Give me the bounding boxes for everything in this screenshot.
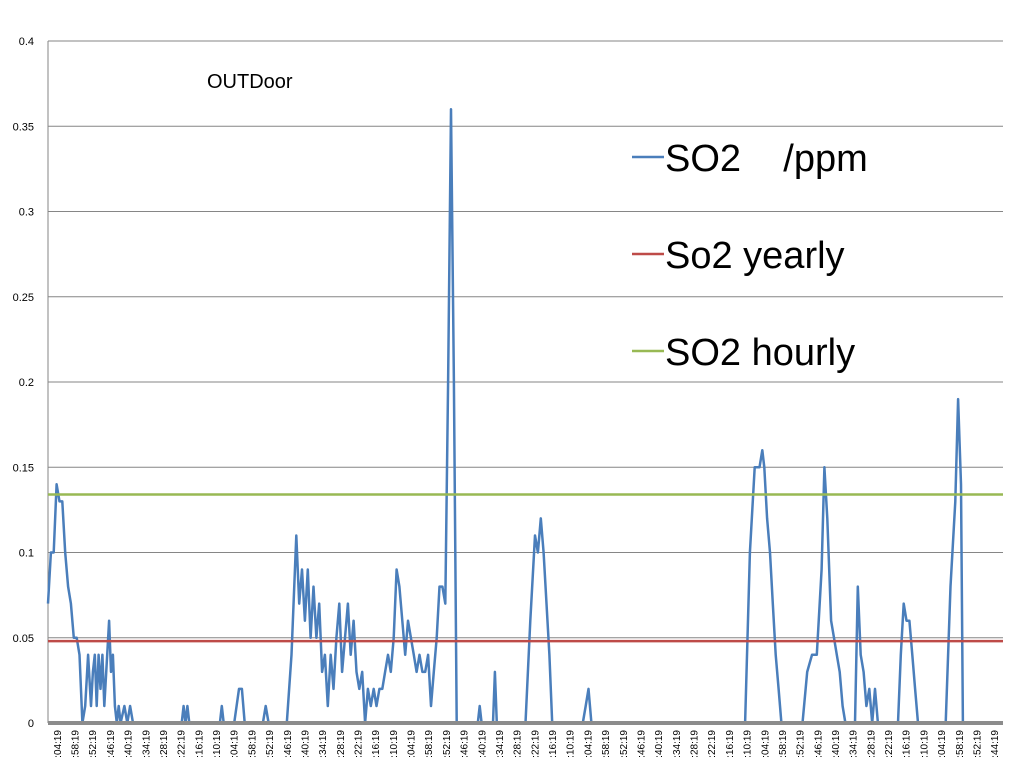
x-tick-label: :16:19: [548, 730, 559, 758]
x-tick-label: :58:19: [247, 730, 258, 758]
x-tick-label: :22:19: [884, 730, 895, 758]
x-tick-label: :16:19: [194, 730, 205, 758]
x-tick-label: :28:19: [159, 730, 170, 758]
series-line-so2-ppm: [46, 107, 1003, 725]
x-tick-label: :10:19: [919, 730, 930, 758]
x-tick-label: :28:19: [513, 730, 524, 758]
x-tick-label: :04:19: [407, 730, 418, 758]
x-tick-label: :34:19: [318, 730, 329, 758]
legend-label: SO2 /ppm: [665, 138, 868, 180]
chart-annotation: OUTDoor: [207, 71, 293, 93]
x-tick-label: :16:19: [725, 730, 736, 758]
x-tick-label: :40:19: [124, 730, 135, 758]
x-tick-label: :04:19: [53, 730, 64, 758]
x-tick-label: :10:19: [212, 730, 223, 758]
x-tick-label: :58:19: [71, 730, 82, 758]
x-tick-label: :40:19: [300, 730, 311, 758]
x-tick-label: :40:19: [477, 730, 488, 758]
x-tick-label: :52:19: [265, 730, 276, 758]
x-tick-label: :40:19: [654, 730, 665, 758]
y-tick-label: 0.05: [13, 633, 34, 645]
legend: SO2 /ppm So2 yearly SO2 hourly: [632, 138, 868, 374]
y-tick-label: 0.2: [19, 377, 34, 389]
x-tick-label: :58:19: [955, 730, 966, 758]
x-tick-label: :34:19: [495, 730, 506, 758]
x-tick-label: :34:19: [141, 730, 152, 758]
legend-label: So2 yearly: [665, 235, 845, 277]
series-lines: [46, 107, 1003, 725]
y-tick-label: 0.15: [13, 462, 34, 474]
x-tick-label: :34:19: [672, 730, 683, 758]
x-tick-label: :22:19: [530, 730, 541, 758]
y-tick-label: 0.25: [13, 292, 34, 304]
x-tick-label: :52:19: [442, 730, 453, 758]
y-tick-label: 0.3: [19, 207, 34, 219]
x-tick-label: :46:19: [636, 730, 647, 758]
x-tick-label: :44:19: [990, 730, 1001, 758]
x-tick-label: :28:19: [866, 730, 877, 758]
x-tick-label: :52:19: [619, 730, 630, 758]
x-tick-label: :52:19: [796, 730, 807, 758]
x-tick-label: :22:19: [707, 730, 718, 758]
x-tick-label: :46:19: [106, 730, 117, 758]
x-tick-label: :52:19: [972, 730, 983, 758]
x-tick-label: :28:19: [336, 730, 347, 758]
y-tick-label: 0: [28, 718, 34, 730]
legend-label: SO2 hourly: [665, 332, 855, 374]
x-tick-label: :22:19: [177, 730, 188, 758]
x-tick-label: :04:19: [760, 730, 771, 758]
gridlines: [47, 40, 1003, 723]
x-tick-label: :46:19: [283, 730, 294, 758]
y-axis-ticks: 0 0.05 0.1 0.15 0.2 0.25 0.3 0.35 0.4: [13, 36, 34, 730]
x-tick-label: :10:19: [566, 730, 577, 758]
y-tick-label: 0.35: [13, 121, 34, 133]
x-tick-label: :04:19: [583, 730, 594, 758]
y-tick-label: 0.4: [19, 36, 34, 48]
x-tick-label: :58:19: [424, 730, 435, 758]
x-tick-label: :46:19: [460, 730, 471, 758]
x-tick-label: :52:19: [88, 730, 99, 758]
x-tick-label: :40:19: [831, 730, 842, 758]
x-axis-ticks: :04:19 :58:19 :52:19 :46:19 :40:19 :34:19 :28:…: [53, 730, 1001, 758]
x-tick-label: :04:19: [230, 730, 241, 758]
x-tick-label: :34:19: [849, 730, 860, 758]
y-tick-label: 0.1: [19, 548, 34, 560]
x-tick-label: :58:19: [778, 730, 789, 758]
x-tick-label: :16:19: [902, 730, 913, 758]
x-tick-label: :46:19: [813, 730, 824, 758]
x-tick-label: :10:19: [743, 730, 754, 758]
x-tick-label: :22:19: [353, 730, 364, 758]
x-tick-label: :58:19: [601, 730, 612, 758]
x-tick-label: :10:19: [389, 730, 400, 758]
x-tick-label: :16:19: [371, 730, 382, 758]
x-tick-label: :28:19: [690, 730, 701, 758]
x-tick-label: :04:19: [937, 730, 948, 758]
